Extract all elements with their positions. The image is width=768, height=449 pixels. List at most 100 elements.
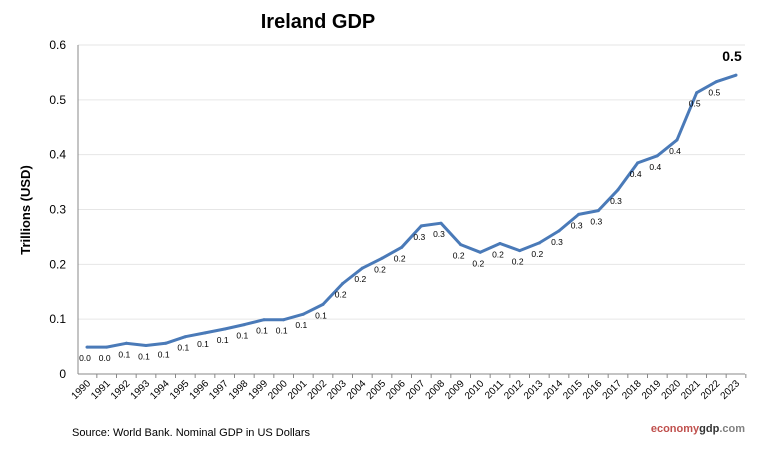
x-tick-label: 2019	[640, 378, 664, 402]
data-point	[301, 312, 305, 316]
data-point	[695, 91, 699, 95]
x-tick-label: 1995	[168, 378, 192, 402]
data-label: 0.2	[512, 257, 524, 267]
x-tick-label: 2015	[561, 378, 585, 402]
data-point	[360, 266, 364, 270]
x-tick-label: 1994	[148, 378, 172, 402]
x-tick-label: 1992	[109, 378, 133, 402]
data-label: 0.1	[158, 349, 170, 359]
gdp-series-line	[87, 73, 737, 349]
data-point	[242, 323, 246, 327]
data-label: 0.1	[138, 351, 150, 361]
data-point	[85, 345, 89, 349]
data-point	[341, 282, 345, 286]
x-tick-label: 2003	[325, 378, 349, 402]
y-tick-label: 0.3	[49, 203, 66, 217]
x-tick-label: 1999	[247, 378, 271, 402]
data-label: 0.1	[276, 326, 288, 336]
x-tick-label: 2004	[345, 378, 369, 402]
data-point	[105, 345, 109, 349]
x-tick-label: 2006	[384, 378, 408, 402]
data-point	[164, 341, 168, 345]
data-label: 0.0	[99, 353, 111, 363]
data-label: 0.3	[590, 217, 602, 227]
x-tick-label: 1996	[188, 378, 212, 402]
data-label: 0.4	[669, 146, 681, 156]
data-label: 0.3	[433, 229, 445, 239]
data-label: 0.2	[531, 249, 543, 259]
data-point	[596, 209, 600, 213]
y-tick-label: 0.4	[49, 148, 66, 162]
data-label: 0.2	[492, 249, 504, 259]
data-point	[419, 224, 423, 228]
x-tick-label: 2018	[620, 378, 644, 402]
x-tick-label: 2013	[522, 378, 546, 402]
data-point	[478, 250, 482, 254]
data-point	[577, 212, 581, 216]
x-tick-label: 2014	[542, 378, 566, 402]
data-point	[262, 318, 266, 322]
data-label: 0.3	[413, 232, 425, 242]
data-point	[675, 138, 679, 142]
x-tick-label: 2001	[286, 378, 310, 402]
data-point	[282, 318, 286, 322]
y-tick-label: 0	[59, 367, 66, 381]
x-tick-label: 1998	[227, 378, 251, 402]
data-point	[203, 331, 207, 335]
y-tick-label: 0.5	[49, 93, 66, 107]
data-label: 0.0	[79, 353, 91, 363]
data-point	[636, 161, 640, 165]
data-point	[655, 154, 659, 158]
data-label: 0.5	[722, 48, 742, 64]
data-label: 0.5	[689, 99, 701, 109]
data-point	[537, 241, 541, 245]
data-label: 0.2	[472, 258, 484, 268]
data-label: 0.3	[551, 237, 563, 247]
data-label: 0.1	[236, 331, 248, 341]
x-tick-label: 1997	[207, 378, 231, 402]
data-label: 0.2	[354, 274, 366, 284]
brand-logo: economygdp.com	[651, 423, 745, 435]
y-tick-label: 0.1	[49, 312, 66, 326]
data-label: 0.2	[394, 253, 406, 263]
x-tick-label: 2000	[266, 378, 290, 402]
x-tick-label: 2010	[463, 378, 487, 402]
data-point	[400, 245, 404, 249]
data-label: 0.1	[118, 349, 130, 359]
y-axis-label: Trillions (USD)	[18, 165, 33, 255]
x-tick-label: 1991	[89, 378, 113, 402]
data-point	[124, 341, 128, 345]
x-tick-label: 2023	[719, 378, 743, 402]
x-tick-label: 2022	[699, 378, 723, 402]
y-tick-label: 0.6	[49, 38, 66, 52]
data-label: 0.1	[256, 326, 268, 336]
x-tick-label: 2011	[483, 378, 506, 401]
data-point	[223, 327, 227, 331]
data-point	[183, 335, 187, 339]
x-tick-label: 2016	[581, 378, 605, 402]
data-label: 0.2	[374, 264, 386, 274]
x-tick-label: 2009	[443, 378, 467, 402]
data-label: 0.2	[453, 251, 465, 261]
data-label: 0.1	[197, 339, 209, 349]
brand-part-2: gdp	[699, 423, 719, 435]
data-label: 0.4	[630, 169, 642, 179]
data-point	[557, 229, 561, 233]
x-tick-label: 2002	[306, 378, 330, 402]
brand-part-1: economy	[651, 423, 700, 435]
data-label: 0.1	[217, 335, 229, 345]
source-note: Source: World Bank. Nominal GDP in US Do…	[72, 427, 311, 439]
data-point	[321, 302, 325, 306]
data-label: 0.3	[610, 196, 622, 206]
y-tick-label: 0.2	[49, 257, 66, 271]
x-tick-label: 2005	[365, 378, 389, 402]
data-point	[380, 256, 384, 260]
x-tick-label: 2020	[660, 378, 684, 402]
x-tick-label: 1990	[70, 378, 94, 402]
x-tick-label: 1993	[129, 378, 153, 402]
x-tick-label: 2012	[502, 378, 526, 402]
data-label: 0.4	[649, 162, 661, 172]
data-point	[439, 221, 443, 225]
data-point	[459, 243, 463, 247]
